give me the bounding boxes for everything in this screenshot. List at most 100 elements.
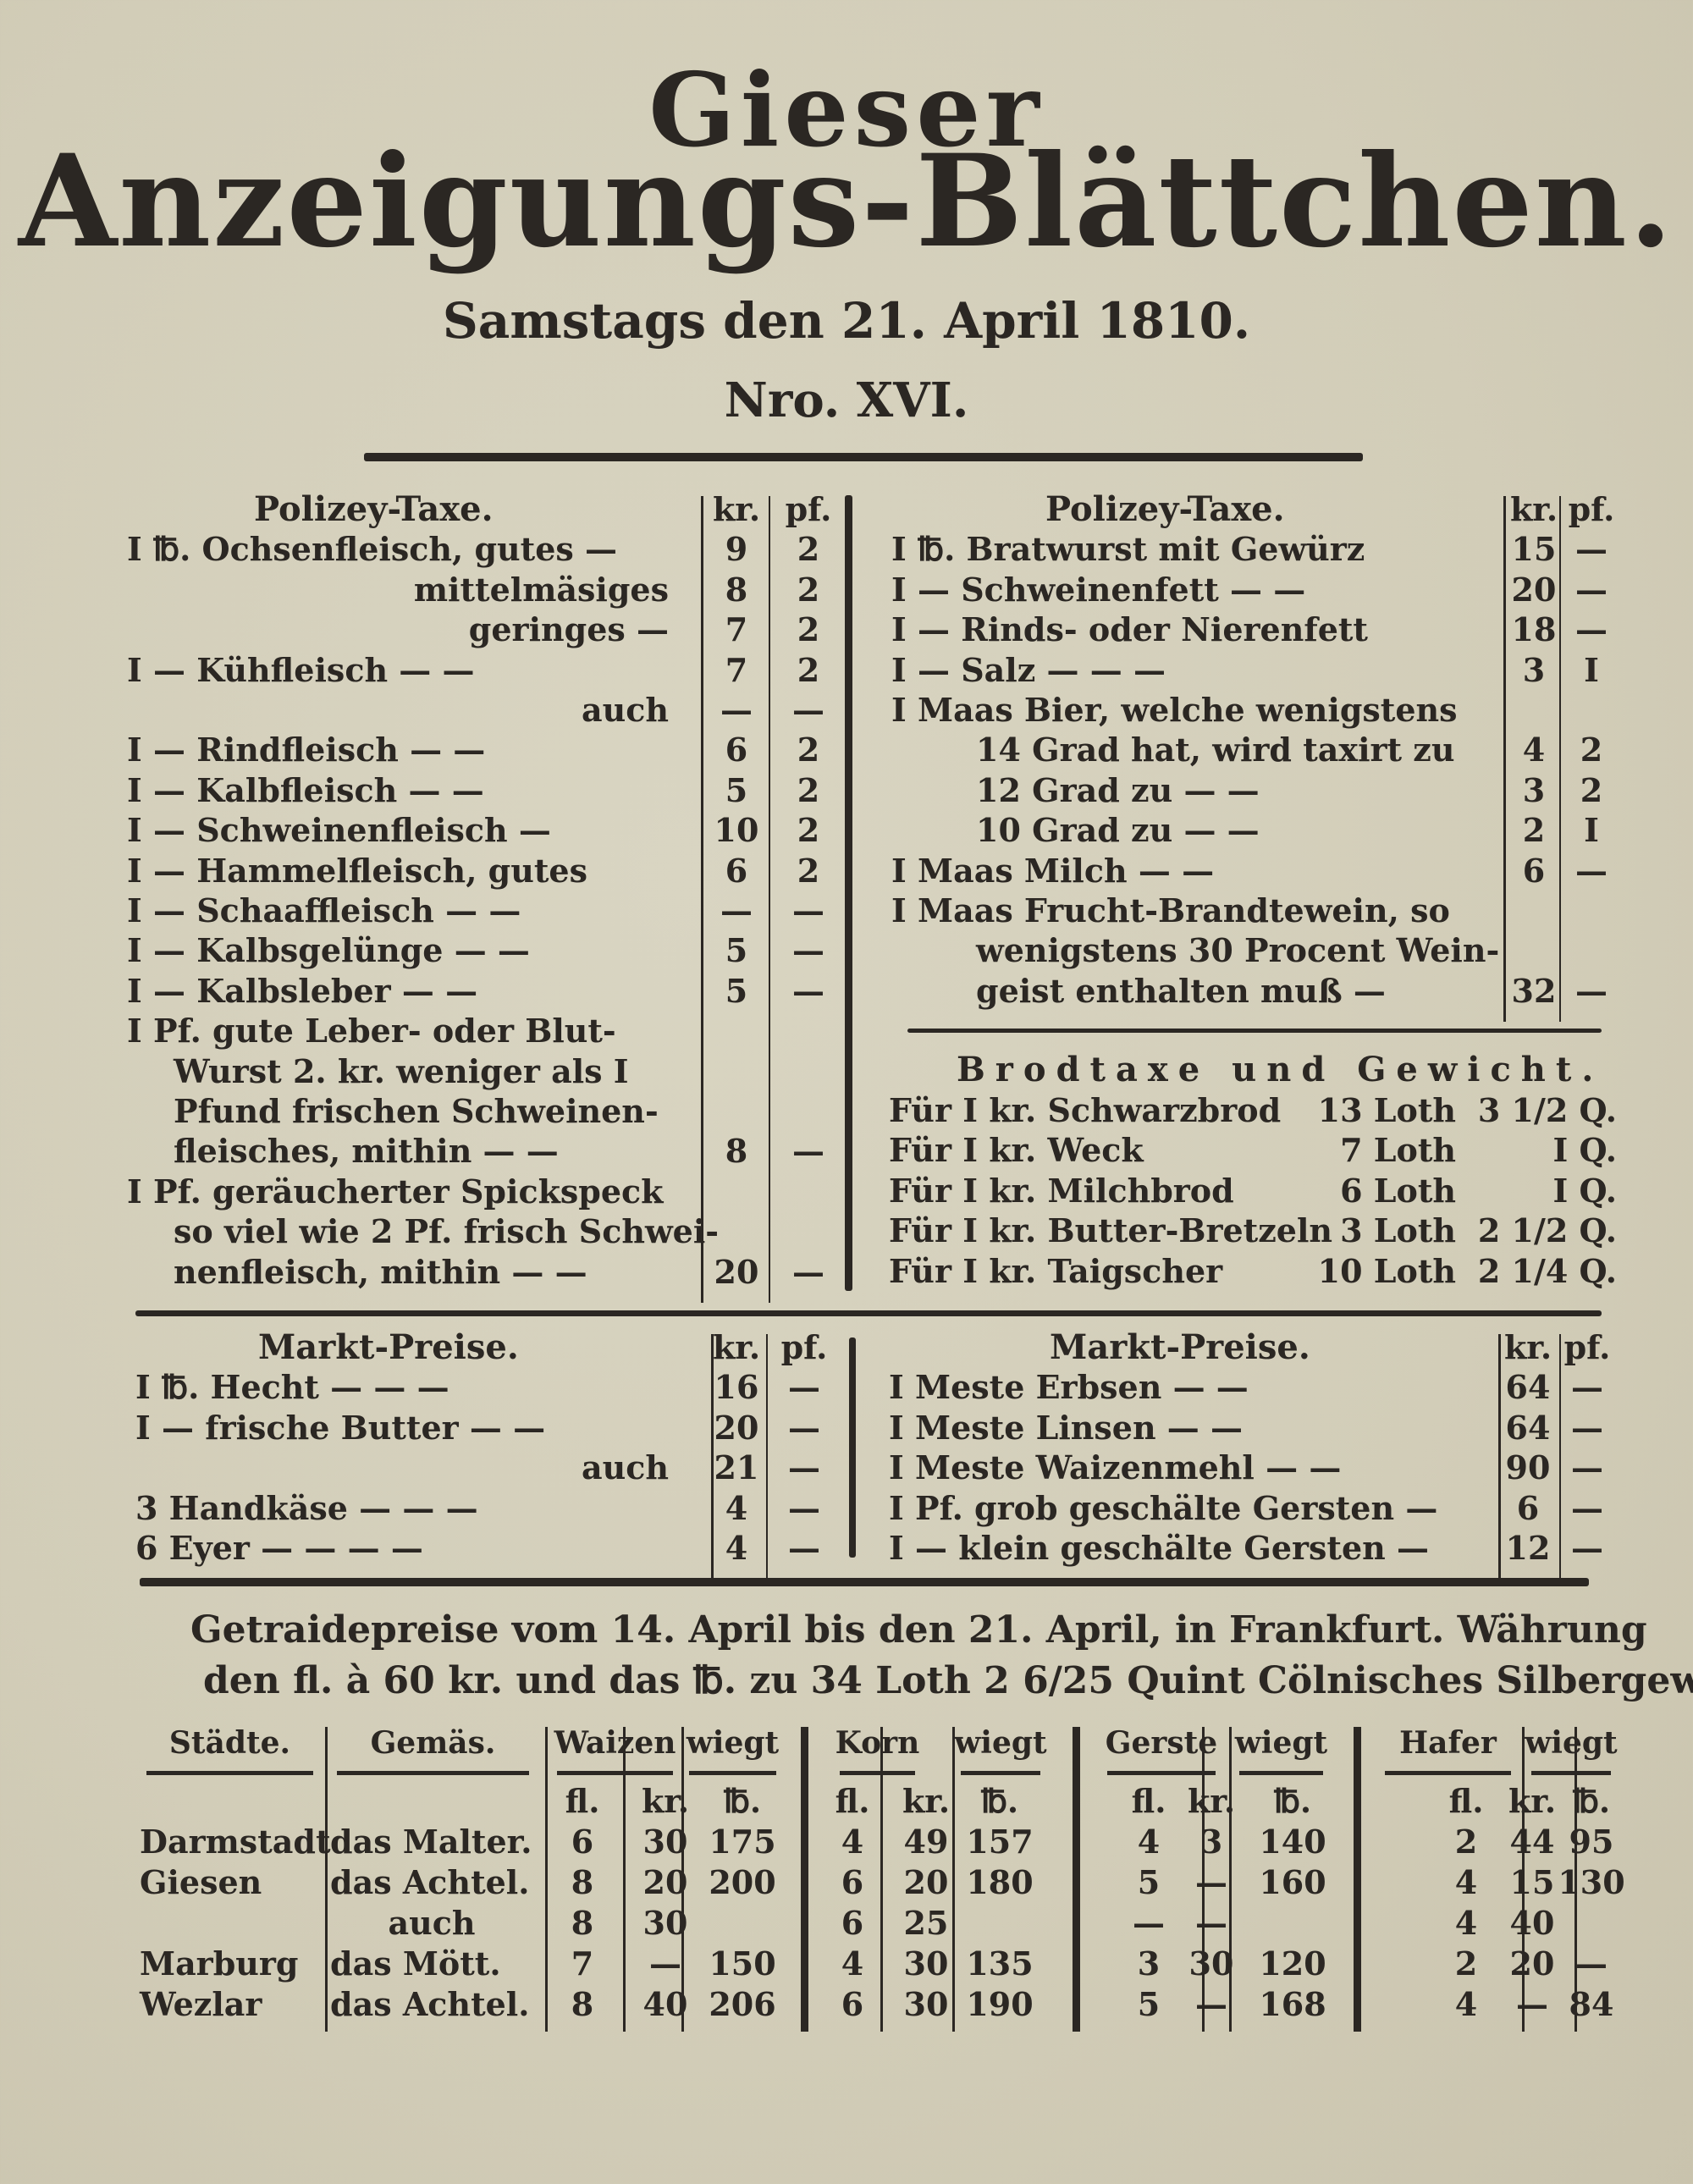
polizey_left-row-pf: — [792,931,824,970]
polizey_right-row-pf: I [1584,650,1599,689]
grain-value: 5 [1137,1863,1161,1901]
grain-value: — [649,1944,681,1983]
grain-group-divider [801,1727,808,2032]
grain-header: Hafer [1399,1725,1497,1761]
grain-value: 40 [1509,1904,1555,1942]
polizey_right-row-pf: — [1575,971,1608,1010]
grain-header: wiegt [1234,1725,1328,1761]
brodtaxe-rule [907,1029,1602,1033]
grain-group-divider [1073,1727,1080,2032]
polizey_right-row-pf: I [1584,811,1599,850]
polizey_right-row-pf: — [1575,610,1608,649]
grain-header-underline [689,1771,776,1775]
grain-measure: auch [388,1904,476,1942]
markt_right-row-label: I Pf. grob geschälte Gersten — [889,1488,1438,1527]
grain-value [704,1903,780,1943]
grain-measure: das Malter. [330,1823,532,1861]
polizey_left-row-kr: 10 [714,811,759,850]
markt_left-row-label: 6 Eyer — — — — [135,1529,423,1567]
grain-header: wiegt [954,1725,1047,1761]
grain-header: Gerste [1105,1725,1218,1761]
grain-value: 15 [1509,1863,1555,1901]
polizey_right-col-pf: pf. [1568,490,1615,528]
polizey_left-row-kr: 9 [725,530,748,569]
polizey_left-row-label: I Pf. gute Leber- oder Blut- [127,1012,616,1051]
polizey_right-row-kr [1504,690,1563,730]
polizey_right-row-label: I — Schweinenfett — — [891,570,1306,609]
grain-value: — [1195,1985,1227,2023]
polizey_right-row-label: I — Rinds- oder Nierenfett [891,610,1368,649]
grain-column-rule [681,1727,684,2032]
grain-subheader: kr. [902,1782,951,1820]
markt_left-heading: Markt-Preise. [258,1327,519,1367]
markt_right-pf-rule [1559,1334,1561,1580]
grain-value: 30 [903,1985,949,2023]
polizey_left-row-kr: 8 [725,570,748,609]
grain-value: 6 [841,1904,864,1942]
grain-value: 6 [841,1985,864,2023]
polizey_left-row-kr: 20 [714,1252,759,1291]
grain-value: — [1195,1904,1227,1942]
grain-header: Korn [835,1725,920,1761]
brodtaxe-quint: 3 1/2 Q. [1477,1091,1617,1129]
grain-group-divider [1354,1727,1361,2032]
grain-header-underline [146,1771,313,1775]
brodtaxe-item: Für I kr. Weck [889,1131,1144,1170]
markt_left-row-pf: — [788,1408,820,1447]
grain-value: 95 [1569,1823,1614,1861]
polizey_left-row-kr: — [720,691,753,729]
grain-value: 30 [1188,1944,1234,1983]
polizey_left-row-label: so viel wie 2 Pf. frisch Schwei- [174,1212,720,1251]
polizey_left-row-label: I — Hammelfleisch, gutes [127,851,587,890]
brodtaxe-loth: 6 Loth [1340,1171,1456,1210]
masthead-title-line1: Gieser [648,51,1045,170]
brodtaxe-loth: 7 Loth [1340,1131,1456,1170]
markt_left-row-kr: 4 [725,1488,748,1527]
polizey_right-row-kr: 20 [1511,570,1557,609]
polizey_left-row-kr [707,1091,766,1131]
polizey_left-row-kr: 7 [725,650,748,689]
markt_right-kr-rule [1498,1334,1501,1580]
polizey_right-row-kr [1504,891,1563,930]
markt_right-row-label: I Meste Erbsen — — [889,1368,1249,1407]
grain-value [1255,1903,1331,1943]
markt_right-row-pf: — [1571,1408,1603,1447]
grain-value: 3 [1137,1944,1161,1983]
polizey_left-row-kr: 5 [725,770,748,809]
grain-subheader: kr. [641,1782,690,1820]
markt_left-pf-rule [766,1334,768,1580]
brodtaxe-item: Für I kr. Schwarzbrod [889,1091,1282,1129]
grain-value: 175 [709,1823,776,1861]
brodtaxe-item: Für I kr. Taigscher [889,1251,1223,1290]
markt_right-row-pf: — [1571,1488,1603,1527]
grain-value: 157 [966,1823,1034,1861]
markt_right-row-pf: — [1571,1529,1603,1567]
grain-measure: das Achtel. [330,1863,530,1901]
grain-header-underline [1107,1771,1216,1775]
grain-value: — [1133,1904,1165,1942]
polizey_left-row-kr: — [720,891,753,929]
grain-value: 30 [642,1904,688,1942]
grain-value: 8 [571,1863,594,1901]
polizey_right-row-pf: — [1575,851,1608,890]
grain-header-underline [337,1771,529,1775]
grain-value: 2 [1454,1823,1478,1861]
polizey_left-row-pf: 2 [797,570,820,609]
grain-header: Waizen [554,1725,676,1761]
polizey_right-row-label: 12 Grad zu — — [976,770,1260,809]
grain-column-rule [325,1727,328,2032]
grain-subheader: fl. [1131,1782,1166,1820]
getraide-intro-line2: den fl. à 60 kr. und das ℔. zu 34 Loth 2… [203,1659,1693,1702]
polizey_right-row-kr: 3 [1522,770,1546,809]
section-rule-2 [140,1578,1589,1586]
grain-subheader: fl. [1448,1782,1484,1820]
markt_right-col-pf: pf. [1563,1328,1611,1366]
polizey_left-row-label: fleisches, mithin — — [174,1132,559,1171]
grain-subheader: ℔. [980,1782,1019,1820]
section-rule [135,1310,1602,1316]
polizey_left-row-label: Wurst 2. kr. weniger als I [174,1051,629,1090]
grain-value: 49 [903,1823,949,1861]
polizey_left-col-pf: pf. [785,490,832,528]
grain-column-rule [1522,1727,1525,2032]
grain-subheader: fl. [565,1782,600,1820]
